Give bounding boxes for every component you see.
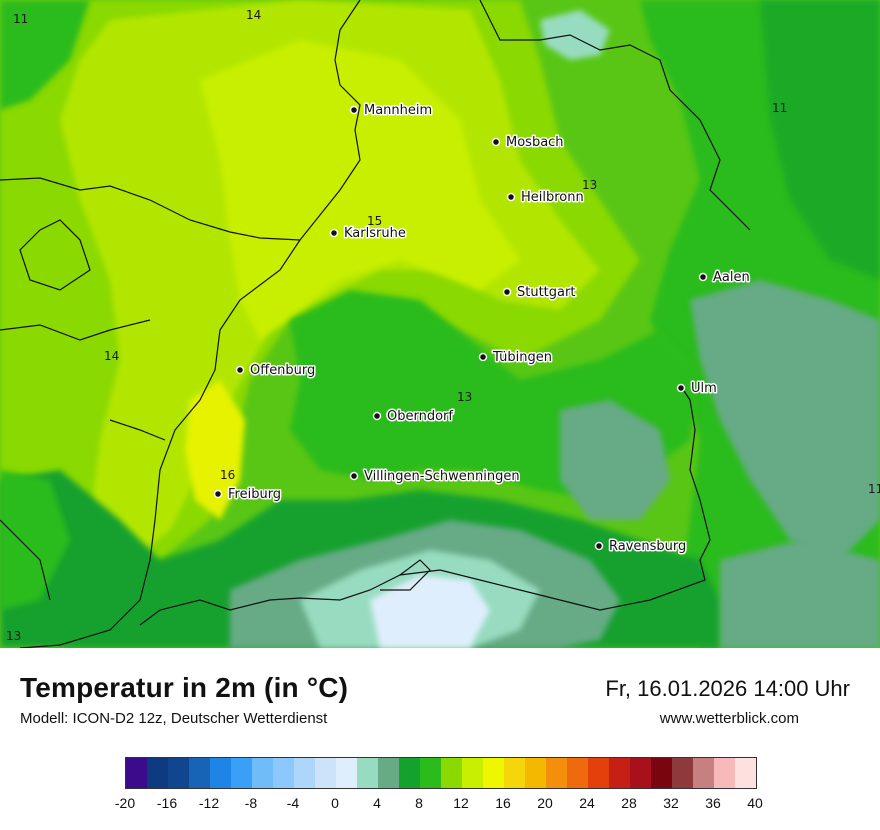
city-label: Offenburg [250,363,315,378]
city-marker [372,411,382,421]
color-scale-cell [525,758,546,788]
temperature-map: 14 11 13 15 14 13 16 11 13 11 Mannheim Mosbach Heil… [0,0,880,648]
isotherm-label: 13 [457,390,472,404]
city-label: Freiburg [228,487,281,502]
color-scale-cell [357,758,378,788]
color-scale-cell [210,758,231,788]
isotherm-label: 11 [868,482,880,496]
color-scale-cell [672,758,693,788]
city-label: Stuttgart [517,285,575,300]
color-scale-tick: 24 [579,795,595,811]
color-scale-cell [504,758,525,788]
isotherm-label: 13 [6,629,21,643]
color-scale-cell [126,758,147,788]
color-scale-cell [567,758,588,788]
color-scale-cell [252,758,273,788]
city-markers: Mannheim Mosbach Heilbronn Karlsruhe Aalen St… [213,102,751,556]
city-marker [478,352,488,362]
color-scale-cell [294,758,315,788]
city-label: Aalen [713,270,750,285]
color-scale-tick: 32 [663,795,679,811]
color-scale-bar [125,757,757,789]
city-label: Mosbach [506,135,564,150]
color-scale-tick: 8 [415,795,423,811]
city-marker [329,228,339,238]
color-scale-cell [399,758,420,788]
color-scale-cell [231,758,252,788]
color-scale-tick: -8 [244,795,258,811]
isotherm-label: 14 [246,8,261,22]
city-marker [698,272,708,282]
city-marker [491,137,501,147]
isotherm-label: 14 [104,349,119,363]
color-scale-tick: -20 [114,795,136,811]
city-marker [594,541,604,551]
color-scale-tick: 16 [495,795,511,811]
color-scale-cell [714,758,735,788]
isotherm-label: 11 [13,12,28,26]
color-scale-tick: 36 [705,795,721,811]
website-link[interactable]: www.wetterblick.com [659,710,799,727]
color-scale-tick: -12 [198,795,220,811]
color-scale-cell [546,758,567,788]
color-scale-cell [693,758,714,788]
city-label: Mannheim [364,103,432,118]
color-scale-cell [735,758,756,788]
color-scale-cell [147,758,168,788]
color-scale-cell [441,758,462,788]
isotherm-label: 13 [582,178,597,192]
color-scale-tick: 28 [621,795,637,811]
color-scale-tick: 20 [537,795,553,811]
temperature-field [0,0,880,648]
color-scale-cell [273,758,294,788]
city-marker [502,287,512,297]
city-label: Ravensburg [609,539,686,554]
map-title: Temperatur in 2m (in °C) [20,672,349,703]
color-scale-cell [588,758,609,788]
color-scale-tick: 4 [373,795,381,811]
color-scale-cell [609,758,630,788]
city-marker [213,489,223,499]
color-scale-cell [420,758,441,788]
city-marker [676,383,686,393]
city-label: Karlsruhe [344,226,406,241]
border-lines [0,0,751,648]
isotherm-label: 11 [772,101,787,115]
color-scale-cell [315,758,336,788]
forecast-datetime: Fr, 16.01.2026 14:00 Uhr [605,676,850,701]
color-scale-cell [462,758,483,788]
city-marker [349,105,359,115]
color-scale-cell [483,758,504,788]
isotherm-label: 16 [220,468,235,482]
color-scale-cell [651,758,672,788]
city-marker [506,192,516,202]
color-scale-cell [168,758,189,788]
city-marker [235,365,245,375]
model-source: Modell: ICON-D2 12z, Deutscher Wetterdie… [20,710,328,727]
color-scale-tick: 12 [453,795,469,811]
color-scale-tick: -4 [286,795,300,811]
isotherm-labels: 14 11 13 15 14 13 16 11 13 11 [6,8,880,643]
city-label: Villingen-Schwenningen [364,469,520,484]
isotherm-label: 15 [367,214,382,228]
city-marker [349,471,359,481]
city-label: Oberndorf [387,409,453,424]
color-scale-cell [336,758,357,788]
color-scale-labels: -20 -16 -12 -8 -4 0 4 8 12 16 20 24 28 32 36 40 [0,795,880,815]
color-scale-cell [378,758,399,788]
color-scale-tick: -16 [156,795,178,811]
color-scale-cell [630,758,651,788]
color-scale-tick: 40 [747,795,763,811]
city-label: Tübingen [492,350,552,365]
city-label: Heilbronn [521,190,584,205]
city-label: Ulm [691,381,717,396]
color-scale-cell [189,758,210,788]
color-scale-tick: 0 [331,795,339,811]
